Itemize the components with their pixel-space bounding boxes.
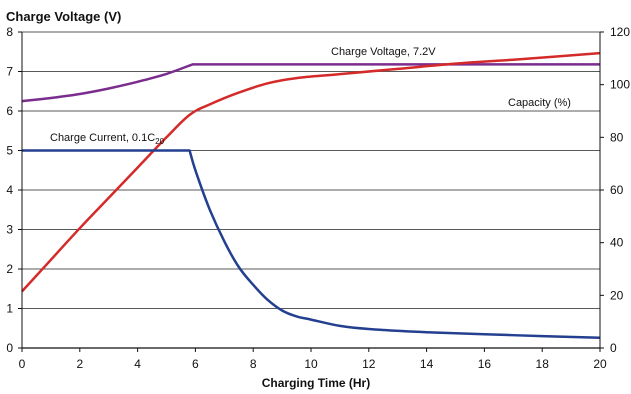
y-tick-label: 8 [6,25,13,39]
capacity-series-line [21,51,601,293]
x-tick-label: 2 [76,357,83,371]
chart-title: Charge Voltage (V) [6,9,121,24]
y-tick-label: 3 [6,223,13,237]
y2-tick-label: 20 [610,288,624,302]
current-series-label: Charge Current, 0.1C20 [50,132,165,146]
y2-tick-label: 60 [610,183,624,197]
x-tick-label: 16 [478,357,492,371]
x-axis-label: Charging Time (Hr) [262,376,370,390]
x-tick-label: 6 [192,357,199,371]
y-tick-label: 6 [6,104,13,118]
x-tick-label: 18 [536,357,550,371]
x-tick-label: 8 [250,357,257,371]
x-tick-label: 10 [304,357,318,371]
y-tick-label: 7 [6,65,13,79]
x-tick-label: 12 [362,357,376,371]
voltage-series-label: Charge Voltage, 7.2V [331,46,436,58]
x-tick-label: 20 [593,357,607,371]
y-tick-label: 1 [6,302,13,316]
y2-tick-label: 40 [610,236,624,250]
y-tick-label: 5 [6,144,13,158]
annotations: Charge Voltage, 7.2V Capacity (%) Charge… [50,46,571,146]
y2-tick-label: 120 [610,25,630,39]
x-tick-label: 4 [134,357,141,371]
y-tick-label: 2 [6,262,13,276]
series-lines [21,51,601,339]
y-tick-label: 0 [6,341,13,355]
current-label-main: Charge Current, 0.1C [50,132,155,144]
y-tick-label: 4 [6,183,13,197]
current-label-subscript: 20 [155,137,164,146]
x-tick-label: 14 [420,357,434,371]
voltage-series-line [21,63,600,103]
x-tick-label: 0 [19,357,26,371]
y2-tick-label: 0 [610,341,617,355]
y2-tick-label: 100 [610,78,630,92]
capacity-series-label: Capacity (%) [508,97,571,109]
y2-tick-label: 80 [610,130,624,144]
current-series-line [22,149,601,339]
gridlines [22,31,600,309]
axes [18,31,604,352]
